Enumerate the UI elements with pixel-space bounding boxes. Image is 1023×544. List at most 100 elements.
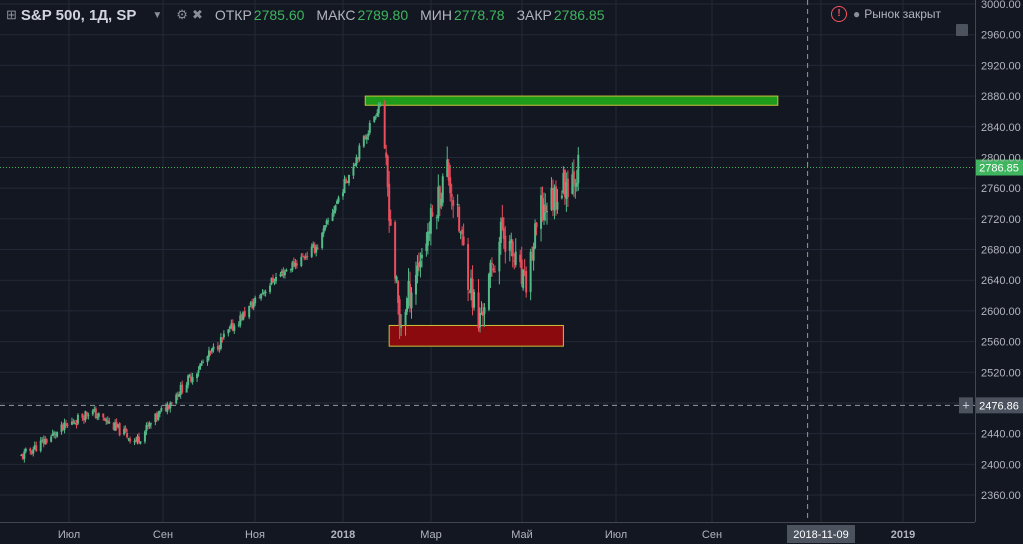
resistance-zone bbox=[364, 95, 779, 106]
close-icon[interactable]: ✖ bbox=[191, 7, 203, 22]
candle-body bbox=[237, 324, 240, 326]
x-tick-label: Мар bbox=[420, 529, 442, 541]
y-tick-label: 2960.00 bbox=[981, 30, 1021, 42]
candle-body bbox=[285, 270, 288, 272]
candle-body bbox=[87, 415, 90, 417]
candle-body bbox=[21, 454, 24, 459]
candle-body bbox=[352, 166, 355, 176]
candle-body bbox=[364, 135, 367, 139]
candle-body bbox=[149, 423, 152, 425]
candle-body bbox=[379, 104, 382, 106]
candle-body bbox=[160, 408, 163, 411]
y-tick-label: 2560.00 bbox=[981, 337, 1021, 349]
candle-body bbox=[367, 133, 370, 137]
candle-body bbox=[196, 373, 199, 379]
candle-body bbox=[295, 263, 298, 266]
candle-body bbox=[127, 438, 130, 440]
candle-body bbox=[261, 293, 264, 295]
candle-body bbox=[283, 271, 286, 276]
candle-body bbox=[523, 272, 526, 274]
candle-body bbox=[347, 174, 350, 184]
candle-body bbox=[166, 403, 169, 412]
candle-body bbox=[426, 231, 429, 246]
candle-body bbox=[355, 157, 358, 166]
candle-body bbox=[301, 255, 304, 257]
candle-body bbox=[499, 221, 502, 244]
candle-body bbox=[480, 314, 483, 316]
x-tick-label: 2019 bbox=[891, 529, 915, 541]
candle-body bbox=[540, 195, 543, 229]
candle-body bbox=[304, 256, 307, 259]
close-value: 2786.85 bbox=[553, 7, 605, 23]
candle-body bbox=[479, 312, 481, 328]
candle-body bbox=[425, 243, 428, 251]
candle-body bbox=[209, 351, 212, 353]
scale-settings-icon bbox=[956, 24, 968, 36]
status-dot-icon: ● bbox=[853, 7, 861, 21]
settings-icon[interactable]: ⚙ bbox=[176, 7, 188, 22]
warning-icon: ! bbox=[831, 6, 848, 22]
candle-body bbox=[54, 433, 57, 436]
market-status-text: Рынок закрыт bbox=[864, 7, 941, 21]
candle-body bbox=[470, 278, 473, 293]
candle-body bbox=[73, 422, 76, 424]
candle-body bbox=[178, 394, 181, 397]
y-tick-label: 2360.00 bbox=[981, 490, 1021, 502]
candle-body bbox=[577, 154, 580, 184]
candle-body bbox=[395, 276, 398, 281]
candle-body bbox=[70, 421, 73, 425]
candle-body bbox=[53, 432, 56, 435]
symbol-label[interactable]: S&P 500, 1Д, SP bbox=[20, 6, 137, 24]
candle-body bbox=[449, 177, 452, 194]
candle-body bbox=[462, 236, 465, 245]
candle-body bbox=[356, 158, 359, 160]
y-tick-label: 2880.00 bbox=[981, 91, 1021, 103]
candle-body bbox=[398, 299, 401, 326]
candle-body bbox=[75, 423, 78, 425]
candle-body bbox=[63, 422, 66, 431]
candle-body bbox=[114, 422, 117, 431]
candle-body bbox=[511, 241, 514, 257]
candle-body bbox=[467, 244, 470, 290]
candle-body bbox=[490, 262, 493, 265]
candle-body bbox=[292, 261, 295, 267]
candle-body bbox=[240, 314, 243, 320]
chevron-down-icon[interactable]: ▼ bbox=[152, 9, 163, 21]
crosshair-price-badge bbox=[976, 397, 1023, 414]
candle-body bbox=[258, 297, 261, 299]
candle-body bbox=[322, 228, 325, 234]
candle-body bbox=[331, 213, 334, 221]
candle-body bbox=[563, 170, 566, 197]
candle-body bbox=[386, 155, 389, 188]
candle-body bbox=[216, 345, 219, 350]
plus-icon[interactable]: + bbox=[962, 397, 970, 412]
candle-body bbox=[303, 256, 306, 259]
candle-body bbox=[456, 203, 459, 206]
candle-body bbox=[50, 436, 53, 442]
candle-body bbox=[522, 269, 525, 289]
candle-body bbox=[365, 136, 368, 140]
candle-body bbox=[446, 159, 449, 177]
candle-body bbox=[321, 232, 324, 249]
expand-icon[interactable]: ⊞ bbox=[6, 7, 17, 22]
candle-body bbox=[487, 274, 490, 310]
candle-body bbox=[91, 410, 94, 415]
candle-body bbox=[534, 223, 537, 249]
candle-body bbox=[164, 407, 167, 411]
candle-body bbox=[550, 187, 553, 210]
support-zone bbox=[388, 324, 564, 347]
candle-body bbox=[325, 220, 328, 225]
candle-body bbox=[137, 436, 140, 443]
candle-body bbox=[103, 418, 106, 421]
candle-body bbox=[242, 311, 245, 321]
candle-body bbox=[324, 225, 327, 230]
x-tick-label: Июл bbox=[605, 529, 627, 541]
candle-body bbox=[441, 176, 444, 203]
candle-body bbox=[117, 424, 120, 427]
y-tick-label: 2600.00 bbox=[981, 306, 1021, 318]
candle-body bbox=[377, 106, 380, 114]
candle-body bbox=[167, 405, 170, 409]
candle-body bbox=[551, 189, 554, 209]
